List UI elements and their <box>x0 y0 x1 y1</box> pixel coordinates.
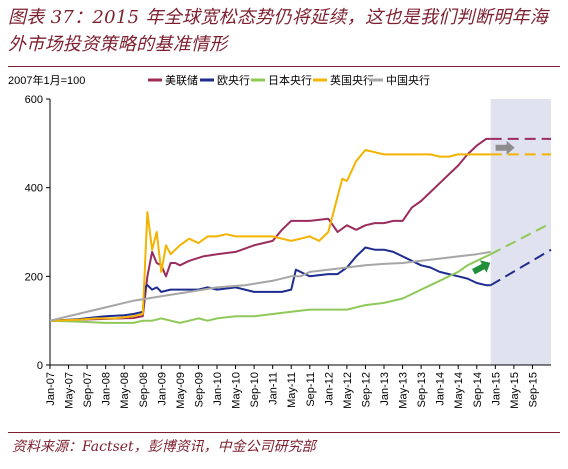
x-tick-label: May-07 <box>64 372 76 409</box>
x-tick-label: Sep-09 <box>193 372 205 407</box>
x-tick-label: Sep-08 <box>138 372 150 407</box>
x-tick-label: May-14 <box>453 372 465 409</box>
x-tick-label: Jan-11 <box>268 372 280 405</box>
x-tick-label: Jan-13 <box>379 372 391 406</box>
y-tick-label: 0 <box>37 360 43 372</box>
x-tick-label: Sep-07 <box>82 372 94 407</box>
series-line-3 <box>49 149 491 322</box>
title-rule <box>8 66 560 67</box>
right-arrow-icon <box>495 140 515 155</box>
x-tick-label: Jan-08 <box>101 372 113 406</box>
x-tick-label: Jan-10 <box>212 372 224 406</box>
up-right-arrow-icon <box>472 260 491 275</box>
x-tick-label: Jan-15 <box>490 372 502 406</box>
x-tick-label: Jan-12 <box>323 372 335 406</box>
x-tick-label: Sep-10 <box>249 372 261 407</box>
legend-label-4: 中国央行 <box>386 74 430 87</box>
series-forecast-1 <box>490 248 552 287</box>
series-line-1 <box>49 246 491 322</box>
legend-label-0: 美联储 <box>165 73 198 87</box>
x-tick-label: Jan-14 <box>435 372 447 406</box>
series-line-4 <box>49 250 491 322</box>
x-tick-label: Sep-11 <box>305 372 317 407</box>
series-line-2 <box>49 253 492 324</box>
legend-label-1: 欧央行 <box>217 74 250 87</box>
x-tick-label: Sep-15 <box>527 372 539 407</box>
x-tick-label: May-13 <box>398 372 410 409</box>
x-tick-label: May-15 <box>509 372 521 409</box>
figure-title: 图表 37：2015 年全球宽松态势仍将延续，这也是我们判断明年海外市场投资策略… <box>8 7 549 55</box>
x-tick-label: Sep-14 <box>472 372 484 407</box>
source-note: 资料来源：Factset，彭博资讯，中金公司研究部 <box>12 439 316 455</box>
x-tick-label: May-09 <box>175 372 187 409</box>
x-tick-label: Sep-12 <box>360 372 372 407</box>
index-note: 2007年1月=100 <box>8 73 85 87</box>
y-tick-label: 200 <box>25 271 43 283</box>
x-tick-label: Sep-13 <box>416 372 428 407</box>
y-tick-label: 600 <box>25 94 43 106</box>
x-tick-label: May-12 <box>342 372 354 409</box>
x-tick-label: May-08 <box>119 372 131 409</box>
forecast-shade <box>490 99 551 365</box>
series-line-0 <box>49 137 491 322</box>
x-tick-label: Jan-07 <box>45 372 57 406</box>
y-tick-label: 400 <box>25 183 43 195</box>
legend-label-2: 日本央行 <box>268 73 312 87</box>
legend-label-3: 英国央行 <box>330 73 374 87</box>
x-tick-label: May-10 <box>231 372 243 409</box>
x-tick-label: May-11 <box>286 372 298 408</box>
x-tick-label: Jan-09 <box>156 372 168 406</box>
source-rule <box>8 432 560 433</box>
series-forecast-2 <box>490 222 552 256</box>
